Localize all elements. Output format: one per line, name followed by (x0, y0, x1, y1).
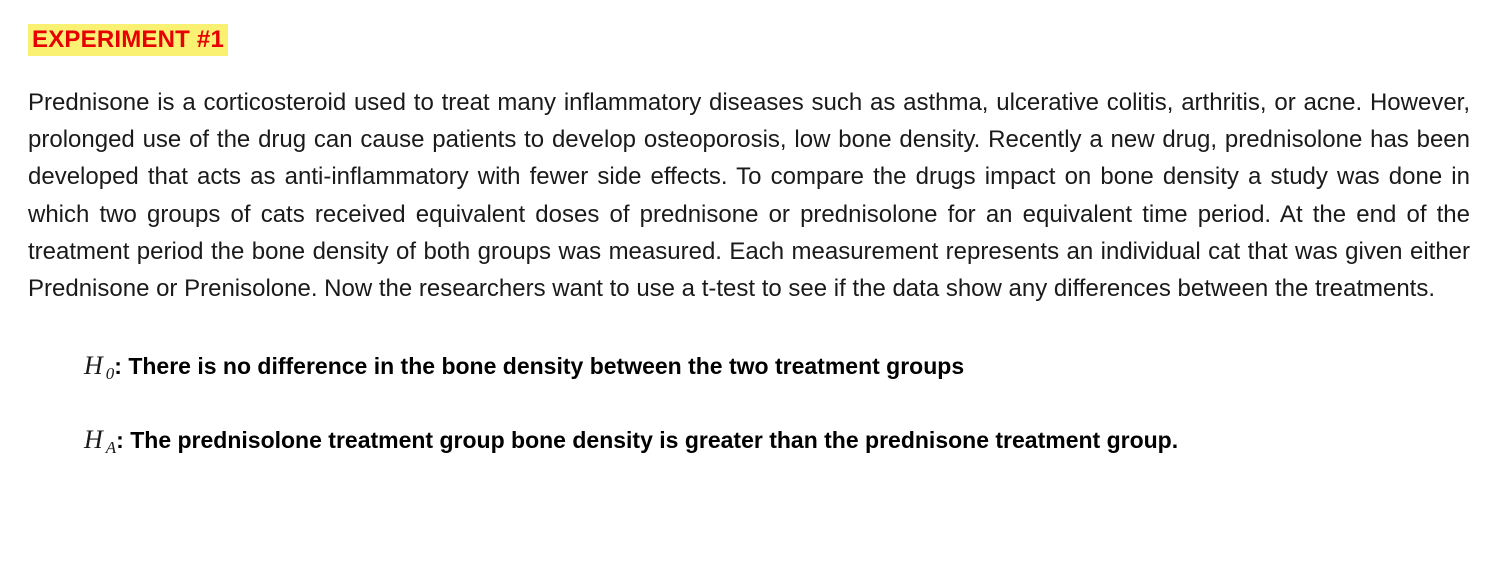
h-symbol-main: H (84, 425, 103, 455)
hypotheses-block: H0 : There is no difference in the bone … (28, 351, 1470, 455)
h-symbol-main: H (84, 351, 103, 381)
experiment-heading: EXPERIMENT #1 (28, 24, 228, 56)
alt-hypothesis-text: : The prednisolone treatment group bone … (116, 427, 1178, 454)
experiment-description: Prednisone is a corticosteroid used to t… (28, 84, 1470, 307)
h-symbol-sub: A (106, 438, 116, 458)
null-hypothesis-text: : There is no difference in the bone den… (114, 353, 964, 380)
null-hypothesis-symbol: H0 (84, 351, 114, 381)
h-symbol-sub: 0 (106, 364, 115, 384)
alt-hypothesis-symbol: HA (84, 425, 116, 455)
alt-hypothesis: HA : The prednisolone treatment group bo… (84, 425, 1470, 455)
null-hypothesis: H0 : There is no difference in the bone … (84, 351, 1470, 381)
